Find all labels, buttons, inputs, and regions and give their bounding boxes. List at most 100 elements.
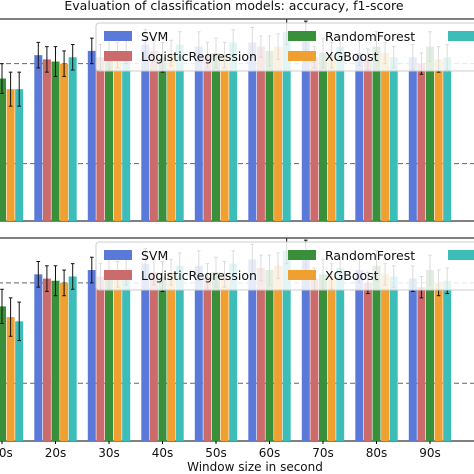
legend-swatch	[104, 31, 132, 41]
bar	[96, 276, 105, 441]
bar	[15, 89, 24, 221]
x-tick-label: 10s	[0, 446, 13, 460]
panel-accuracy: SVM LogisticRegression RandomForest XGBoost	[0, 18, 474, 222]
chart-title: Evaluation of classification models: acc…	[64, 0, 404, 13]
bar	[256, 267, 265, 441]
bar	[274, 265, 283, 441]
bar	[0, 306, 6, 441]
bar	[336, 267, 345, 441]
bar	[282, 31, 291, 222]
bar	[381, 53, 390, 221]
bar	[434, 282, 443, 441]
x-tick-label: 70s	[312, 446, 334, 460]
legend-label: RandomForest	[325, 248, 415, 263]
bar	[372, 265, 381, 441]
bar	[248, 259, 257, 441]
bar	[265, 270, 274, 441]
plot-frame	[0, 237, 474, 442]
bar	[158, 276, 167, 441]
bar	[68, 276, 77, 441]
bar	[6, 89, 15, 221]
x-tick-label: 60s	[259, 446, 281, 460]
x-axis-label: Window size in second	[187, 460, 323, 474]
bar	[149, 272, 158, 441]
legend-label: RandomForest	[325, 29, 415, 44]
bar	[122, 50, 131, 221]
bar	[0, 78, 6, 222]
bar	[355, 270, 364, 441]
bar	[167, 53, 176, 221]
bar	[122, 272, 131, 441]
bar	[426, 270, 434, 441]
legend-swatch	[288, 31, 316, 41]
bar	[141, 263, 150, 441]
bar	[34, 55, 43, 221]
bar	[42, 59, 51, 222]
legend-label: SVM	[141, 248, 168, 263]
bar	[87, 270, 96, 441]
legend-label: SVM	[141, 29, 168, 44]
bar	[248, 42, 257, 222]
bar	[113, 274, 122, 441]
bar	[60, 282, 69, 441]
x-tick-label: 30s	[98, 446, 120, 460]
bar	[327, 276, 336, 441]
legend-label: XGBoost	[325, 49, 379, 64]
x-tick-label: 20s	[45, 446, 67, 460]
bar	[443, 57, 452, 222]
bar	[417, 63, 426, 221]
bar	[175, 44, 184, 221]
bar	[60, 63, 69, 221]
legend-swatch	[288, 250, 316, 260]
bar	[105, 274, 113, 441]
bar	[363, 59, 372, 222]
bar	[96, 57, 105, 222]
legend-label: XGBoost	[325, 268, 379, 283]
legend: SVM LogisticRegression RandomForest XGBoost	[95, 241, 474, 291]
bar	[51, 280, 60, 441]
bar	[229, 42, 238, 222]
legend-swatch	[288, 51, 316, 61]
bar	[301, 257, 310, 441]
bar	[355, 53, 364, 221]
x-tick-label: 40s	[152, 446, 174, 460]
bar	[443, 280, 452, 441]
legend-swatch	[448, 250, 474, 260]
legend-box	[95, 241, 474, 291]
x-tick-label: 90s	[419, 446, 441, 460]
bar	[229, 263, 238, 441]
bar	[408, 57, 417, 222]
bar	[203, 276, 212, 441]
bar	[389, 276, 398, 441]
bar	[105, 55, 113, 221]
bar	[389, 57, 398, 222]
legend-swatch	[448, 31, 474, 41]
legend-label: LogisticRegression	[141, 268, 257, 283]
bar	[417, 287, 426, 441]
bar	[372, 46, 381, 221]
bar	[319, 53, 327, 221]
bar	[42, 278, 51, 441]
bar	[310, 57, 319, 222]
legend-box	[95, 22, 474, 72]
bar	[274, 46, 283, 221]
bar	[15, 321, 24, 441]
bar	[336, 46, 345, 221]
bar	[220, 55, 229, 221]
legend-swatch	[104, 270, 132, 280]
legend-label: LogisticRegression	[141, 49, 257, 64]
bar	[310, 278, 319, 441]
bar	[34, 274, 43, 441]
bar	[301, 38, 310, 221]
legend-swatch	[104, 250, 132, 260]
plot-frame	[0, 18, 474, 222]
panel-f1-score: 10s 20s 30s 40s 50s 60s 70s 80s 90s SVM LogisticRe…	[0, 237, 474, 460]
x-tick-label: 80s	[366, 446, 388, 460]
bar	[212, 272, 220, 441]
bar	[327, 55, 336, 221]
x-tick-label: 50s	[205, 446, 227, 460]
bar	[51, 61, 60, 221]
bar	[319, 274, 327, 441]
legend-swatch	[104, 51, 132, 61]
